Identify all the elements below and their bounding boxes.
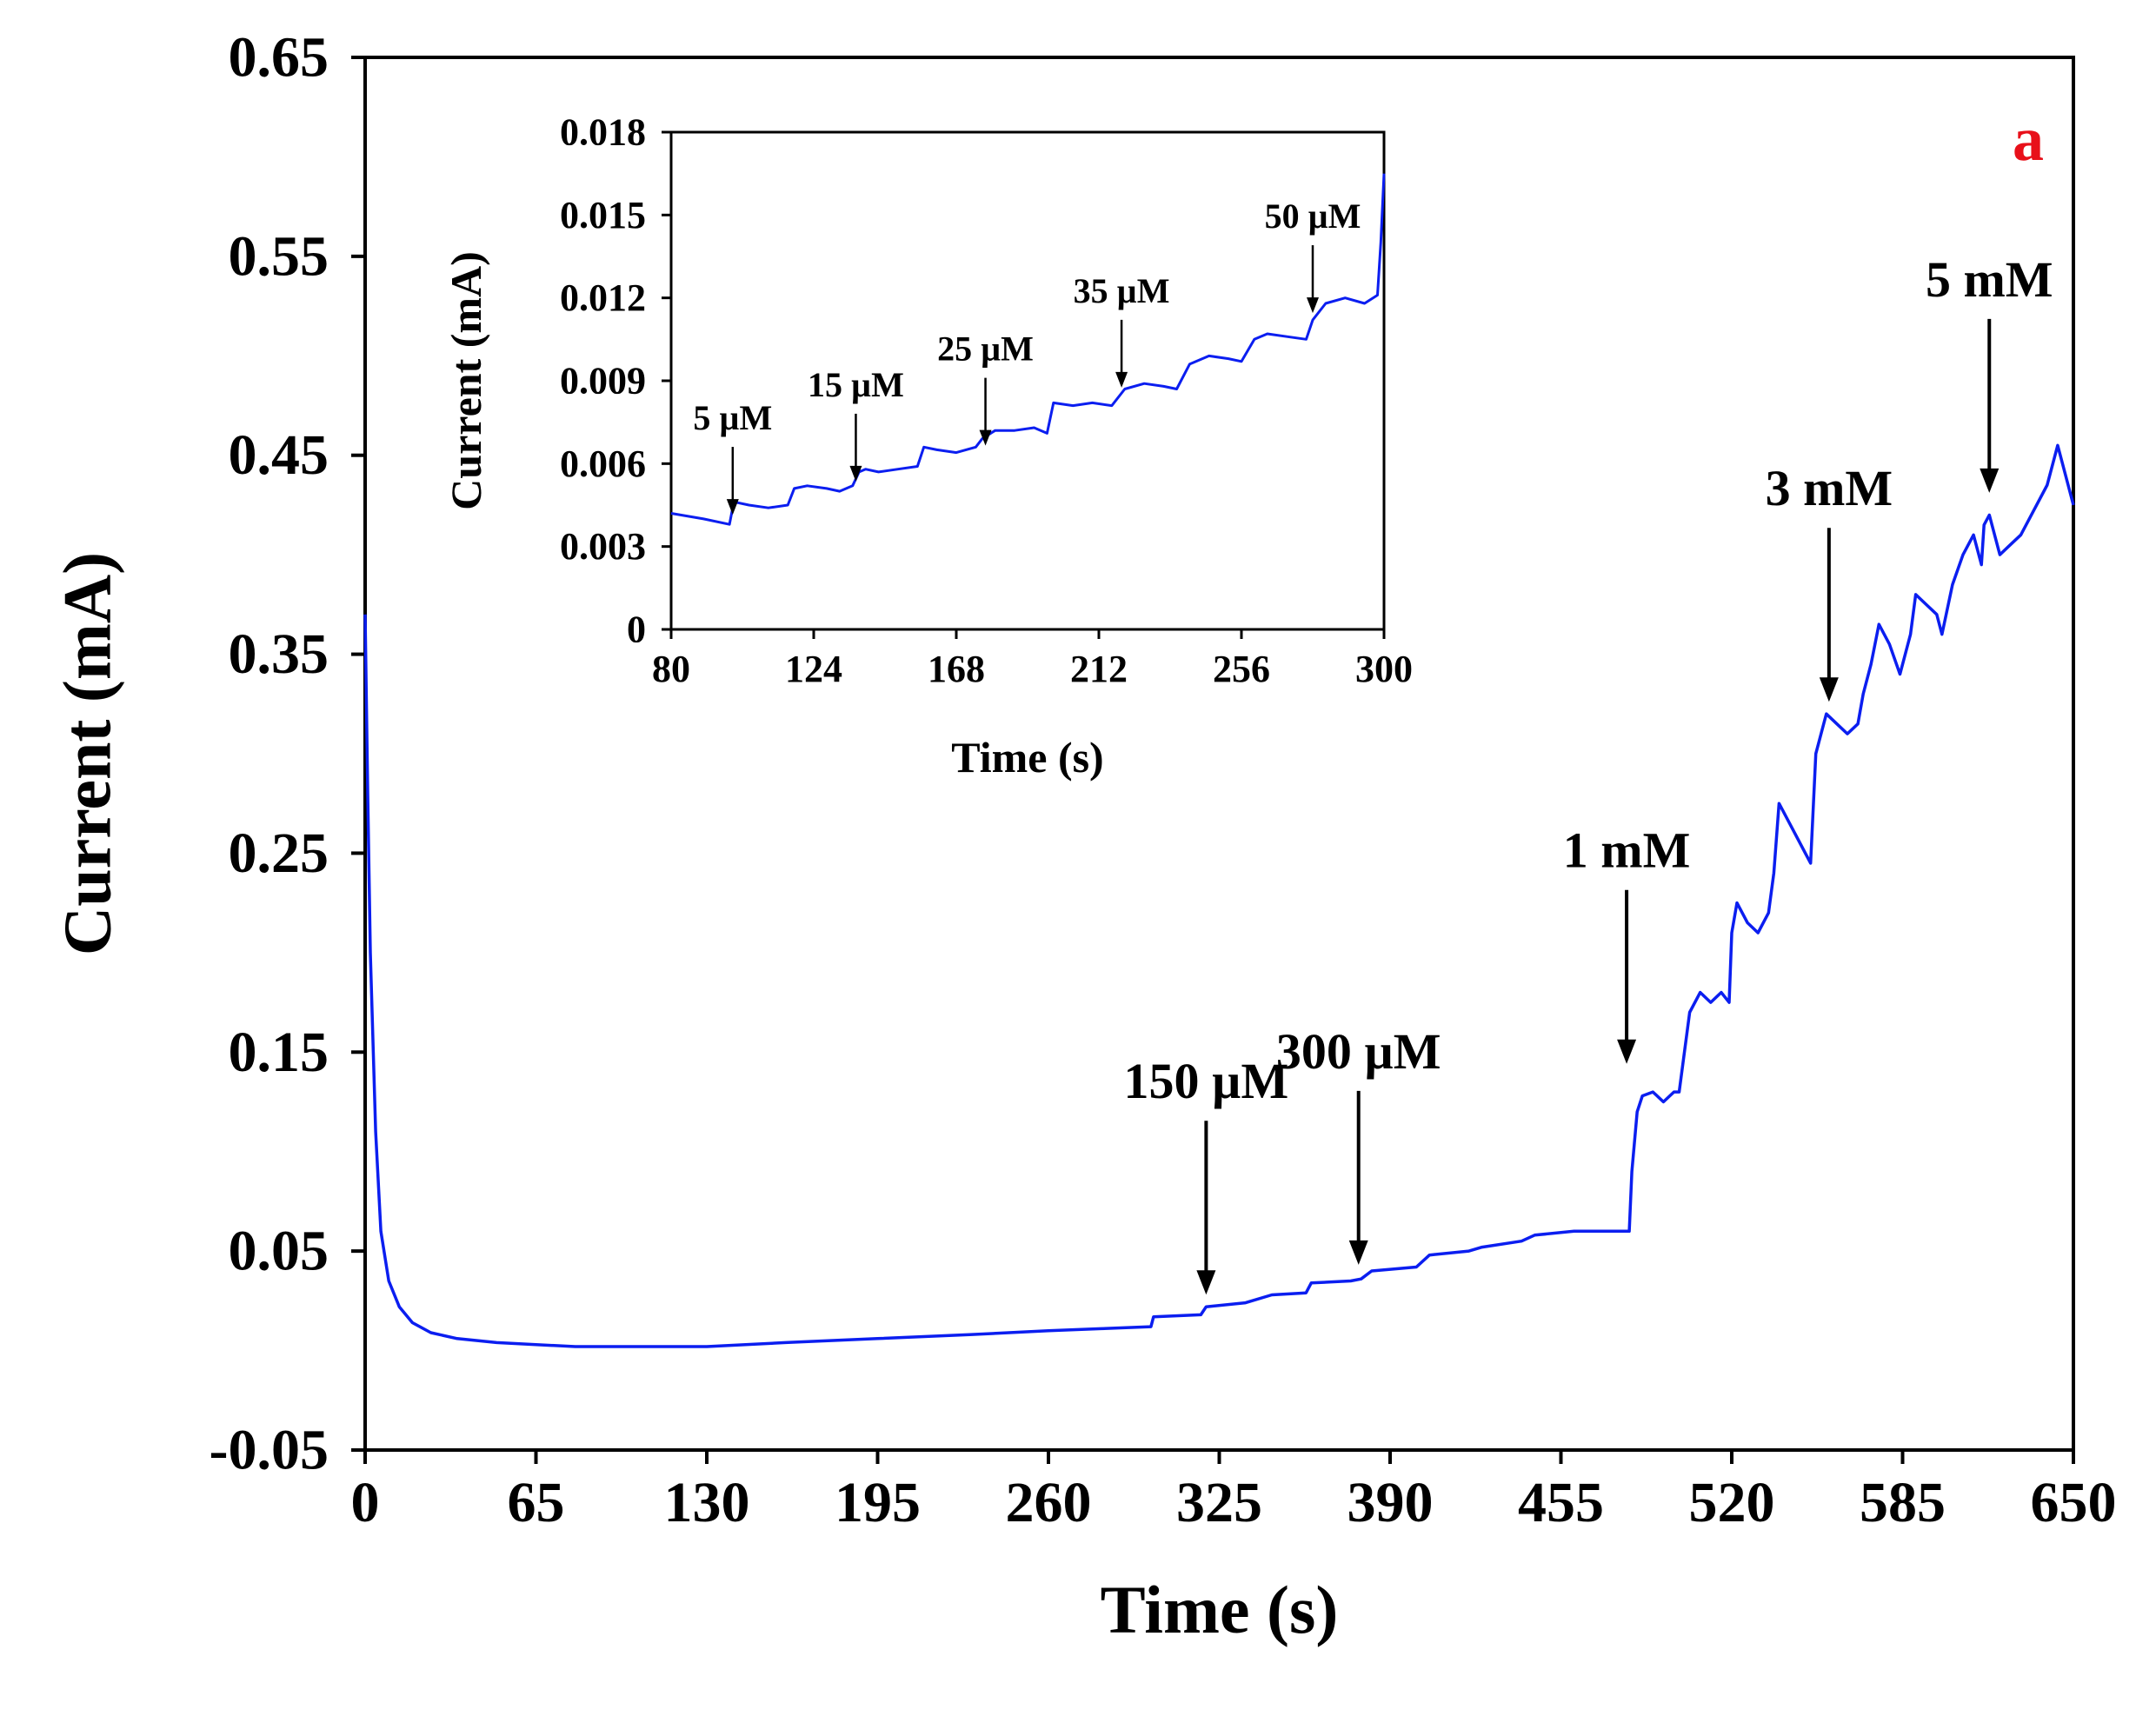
main-y-tick-label: 0.65 xyxy=(229,26,329,90)
main-annotation-arrow-head xyxy=(1348,1240,1368,1265)
main-annotation: 150 µM xyxy=(1124,1053,1289,1295)
inset-y-tick-label: 0.009 xyxy=(560,360,646,402)
inset-x-tick-label: 212 xyxy=(1070,648,1128,690)
inset-annotation-label: 5 µM xyxy=(693,398,772,437)
main-annotation-label: 3 mM xyxy=(1766,460,1893,516)
inset-y-axis-title: Current (mA) xyxy=(442,251,490,510)
inset-y-tick-label: 0.015 xyxy=(560,194,646,236)
main-x-tick-label: 520 xyxy=(1689,1471,1775,1534)
inset-x-tick-label: 168 xyxy=(928,648,985,690)
main-annotation-arrow-head xyxy=(1819,677,1839,702)
inset-annotation: 50 µM xyxy=(1265,196,1361,314)
main-y-tick-label: 0.35 xyxy=(229,622,329,686)
main-x-tick-label: 585 xyxy=(1860,1471,1946,1534)
inset-annotation: 25 µM xyxy=(937,329,1034,446)
inset-x-tick-label: 300 xyxy=(1355,648,1413,690)
inset-annotation-label: 35 µM xyxy=(1074,271,1170,310)
inset-annotation-label: 15 µM xyxy=(808,365,904,404)
inset-plot: 80 124 168 212 256 300 0 0.003 0.006 0.009 0.012 0.… xyxy=(442,111,1413,782)
inset-plot-frame xyxy=(669,130,1386,631)
main-y-tick-label: 0.45 xyxy=(229,423,329,487)
inset-annotation: 35 µM xyxy=(1074,271,1170,388)
inset-series-line xyxy=(670,173,1386,526)
main-annotation: 5 mM xyxy=(1926,251,2053,493)
inset-x-tick-label: 124 xyxy=(785,648,842,690)
main-annotation-arrow-head xyxy=(1617,1039,1637,1064)
inset-x-axis-title: Time (s) xyxy=(951,733,1103,782)
inset-annotation-arrow-head xyxy=(726,499,739,516)
main-x-axis-title: Time (s) xyxy=(1101,1572,1339,1647)
inset-annotation-label: 25 µM xyxy=(937,329,1034,369)
main-x-tick-label: 650 xyxy=(2031,1471,2117,1534)
inset-y-tick-label: 0.012 xyxy=(560,276,646,319)
inset-x-tick-label: 80 xyxy=(652,648,690,690)
inset-y-tick-label: 0 xyxy=(627,609,646,651)
inset-annotation-arrow-head xyxy=(1307,297,1319,314)
main-x-tick-label: 455 xyxy=(1518,1471,1604,1534)
inset-annotation-arrow-head xyxy=(979,429,992,446)
main-annotation-label: 5 mM xyxy=(1926,251,2053,308)
main-x-tick-label: 0 xyxy=(351,1471,380,1534)
inset-annotation-arrow-head xyxy=(1115,371,1128,388)
main-x-tick-label: 390 xyxy=(1348,1471,1434,1534)
main-annotation-label: 1 mM xyxy=(1563,822,1691,879)
inset-y-tick-label: 0.018 xyxy=(560,111,646,154)
main-x-tick-label: 130 xyxy=(664,1471,750,1534)
panel-label: a xyxy=(2013,104,2044,174)
main-x-tick-label: 325 xyxy=(1176,1471,1262,1534)
main-y-tick-label: -0.05 xyxy=(210,1419,329,1482)
inset-y-tick-label: 0.003 xyxy=(560,525,646,568)
inset-annotation: 15 µM xyxy=(808,365,904,482)
inset-annotation: 5 µM xyxy=(693,398,772,516)
main-annotation-arrow-head xyxy=(1196,1270,1216,1295)
main-annotation-label: 300 µM xyxy=(1276,1023,1441,1080)
main-annotation: 3 mM xyxy=(1766,460,1893,702)
inset-y-tick-label: 0.006 xyxy=(560,442,646,485)
main-annotation: 1 mM xyxy=(1563,822,1691,1064)
main-annotation: 300 µM xyxy=(1276,1023,1441,1265)
main-annotation-arrow-head xyxy=(1980,468,2000,493)
main-series-line xyxy=(363,443,2075,1348)
inset-annotation-label: 50 µM xyxy=(1265,196,1361,236)
main-x-tick-label: 195 xyxy=(835,1471,921,1534)
main-y-axis-title: Current (mA) xyxy=(50,552,125,955)
main-y-tick-label: 0.25 xyxy=(229,822,329,885)
inset-x-tick-label: 256 xyxy=(1213,648,1270,690)
main-y-tick-label: 0.55 xyxy=(229,224,329,288)
main-x-tick-label: 65 xyxy=(508,1471,565,1534)
main-y-tick-label: 0.05 xyxy=(229,1220,329,1283)
inset-annotation-arrow-head xyxy=(849,465,862,482)
main-annotation-label: 150 µM xyxy=(1124,1053,1289,1109)
main-x-tick-label: 260 xyxy=(1006,1471,1092,1534)
main-y-tick-label: 0.15 xyxy=(229,1021,329,1084)
